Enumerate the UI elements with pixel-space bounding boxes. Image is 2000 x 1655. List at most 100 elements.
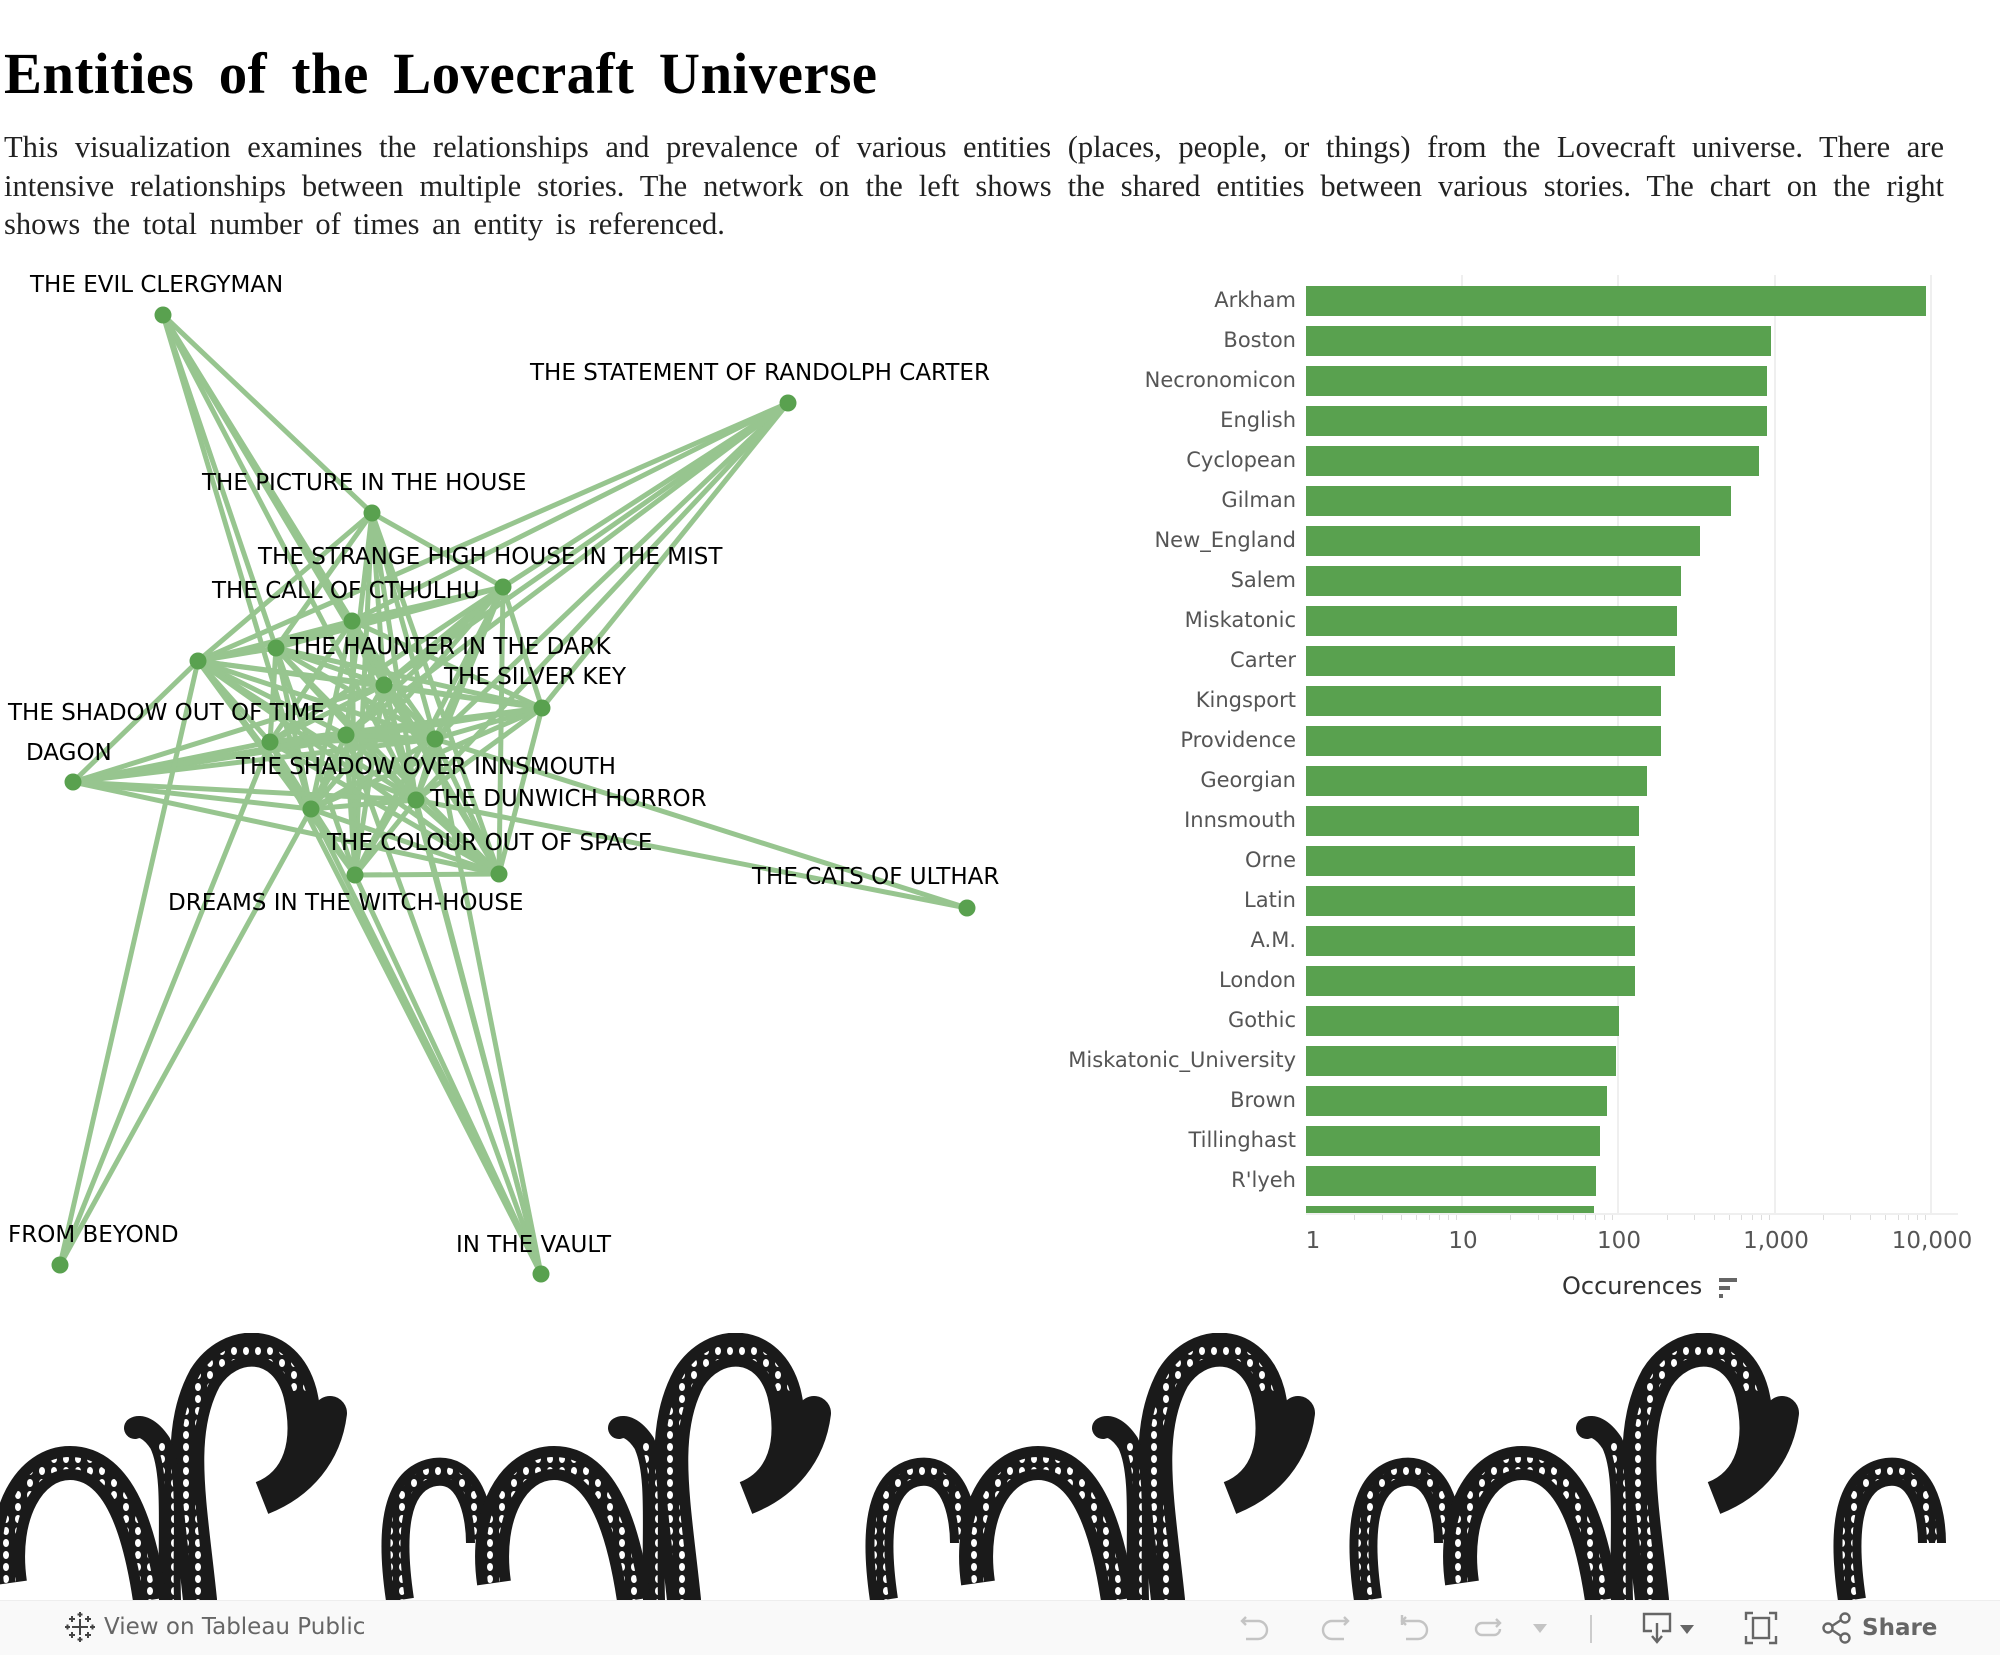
- bar-category-label[interactable]: Latin: [1244, 888, 1296, 912]
- network-edge[interactable]: [161, 313, 374, 515]
- bar-plot-area[interactable]: [1306, 275, 1982, 1213]
- network-node[interactable]: [363, 504, 381, 522]
- network-node[interactable]: [261, 733, 279, 751]
- bar[interactable]: [1306, 846, 1636, 876]
- network-edge[interactable]: [275, 645, 543, 711]
- revert-button[interactable]: [1398, 1611, 1432, 1645]
- share-button[interactable]: Share: [1820, 1611, 1937, 1645]
- network-edge[interactable]: [273, 511, 375, 650]
- bar[interactable]: [1306, 286, 1927, 316]
- bar-category-label[interactable]: Miskatonic_University: [1068, 1048, 1296, 1072]
- network-canvas[interactable]: [0, 260, 1040, 1320]
- network-node[interactable]: [343, 612, 361, 630]
- bar[interactable]: [1306, 686, 1662, 716]
- network-edge[interactable]: [383, 682, 543, 711]
- network-edge[interactable]: [267, 647, 279, 743]
- bar-category-label[interactable]: Necronomicon: [1144, 368, 1296, 392]
- network-node[interactable]: [154, 306, 172, 324]
- network-edge[interactable]: [57, 741, 273, 1266]
- bar-category-label[interactable]: A.M.: [1250, 928, 1296, 952]
- network-edge[interactable]: [381, 684, 544, 1275]
- network-edge[interactable]: [72, 682, 385, 785]
- network-edge[interactable]: [196, 511, 374, 663]
- network-node[interactable]: [64, 773, 82, 791]
- network-edge[interactable]: [269, 739, 417, 803]
- bar-category-label[interactable]: English: [1220, 408, 1296, 432]
- network-node[interactable]: [267, 639, 285, 657]
- entity-occurrence-chart[interactable]: Arkham Boston Necronomicon English Cyclopean…: [1040, 270, 2000, 1330]
- bar-category-label[interactable]: Carter: [1230, 648, 1296, 672]
- network-node[interactable]: [407, 791, 425, 809]
- network-edge[interactable]: [540, 401, 790, 710]
- sort-descending-icon[interactable]: [1717, 1276, 1739, 1300]
- network-edge[interactable]: [500, 586, 545, 709]
- x-axis-title[interactable]: Occurences: [1562, 1272, 1703, 1300]
- network-node[interactable]: [490, 865, 508, 883]
- bar[interactable]: [1306, 486, 1732, 516]
- bar-category-label[interactable]: Innsmouth: [1184, 808, 1296, 832]
- network-node[interactable]: [779, 394, 797, 412]
- network-edge[interactable]: [496, 586, 506, 875]
- bar[interactable]: [1306, 326, 1771, 356]
- bar-category-label[interactable]: Providence: [1180, 728, 1296, 752]
- bar[interactable]: [1306, 926, 1636, 956]
- network-edge[interactable]: [71, 659, 200, 784]
- network-edge[interactable]: [268, 739, 501, 877]
- network-edge[interactable]: [352, 737, 438, 877]
- bar-category-label[interactable]: Kingsport: [1195, 688, 1296, 712]
- network-edge[interactable]: [369, 512, 438, 740]
- network-edge[interactable]: [308, 620, 355, 810]
- network-node[interactable]: [346, 866, 364, 884]
- network-node[interactable]: [302, 800, 320, 818]
- story-network-graph[interactable]: THE EVIL CLERGYMAN THE STATEMENT OF RANDO…: [0, 260, 1040, 1320]
- network-edge[interactable]: [415, 797, 968, 911]
- network-node[interactable]: [51, 1256, 69, 1274]
- bar[interactable]: [1306, 1006, 1619, 1036]
- network-node[interactable]: [375, 676, 393, 694]
- bar-category-label[interactable]: R'lyeh: [1231, 1168, 1296, 1192]
- fullscreen-button[interactable]: [1744, 1611, 1778, 1645]
- bar[interactable]: [1306, 646, 1676, 676]
- network-edge[interactable]: [343, 734, 544, 1275]
- network-edge[interactable]: [352, 873, 544, 1276]
- bar-category-label[interactable]: Boston: [1223, 328, 1296, 352]
- bar[interactable]: [1306, 766, 1648, 796]
- network-edge[interactable]: [196, 658, 348, 738]
- bar-category-label[interactable]: Gilman: [1221, 488, 1296, 512]
- bar[interactable]: [1306, 406, 1767, 436]
- view-on-tableau-link[interactable]: View on Tableau Public: [64, 1611, 365, 1643]
- network-edge[interactable]: [160, 314, 314, 810]
- network-node[interactable]: [532, 1265, 550, 1283]
- network-node[interactable]: [533, 699, 551, 717]
- bar-category-label[interactable]: Gothic: [1227, 1008, 1296, 1032]
- bar-category-label[interactable]: Georgian: [1200, 768, 1296, 792]
- bar[interactable]: [1306, 1126, 1600, 1156]
- network-edge[interactable]: [434, 736, 968, 911]
- network-edge[interactable]: [414, 798, 501, 876]
- bar[interactable]: [1306, 366, 1767, 396]
- bar[interactable]: [1306, 1086, 1607, 1116]
- bar[interactable]: [1306, 1206, 1595, 1213]
- bar-category-label[interactable]: Tillinghast: [1188, 1128, 1296, 1152]
- network-node[interactable]: [426, 730, 444, 748]
- network-edge[interactable]: [432, 738, 544, 1275]
- bar-category-label[interactable]: New_England: [1154, 528, 1296, 552]
- bar[interactable]: [1306, 606, 1678, 636]
- network-edge[interactable]: [433, 401, 790, 741]
- undo-button[interactable]: [1238, 1611, 1272, 1645]
- bar[interactable]: [1306, 966, 1636, 996]
- bar[interactable]: [1306, 806, 1640, 836]
- bar[interactable]: [1306, 726, 1662, 756]
- bar-category-label[interactable]: Arkham: [1214, 288, 1296, 312]
- bar-category-label[interactable]: Brown: [1230, 1088, 1296, 1112]
- pause-dropdown-button[interactable]: [1530, 1611, 1550, 1645]
- bar-category-label[interactable]: Orne: [1244, 848, 1296, 872]
- network-node[interactable]: [958, 899, 976, 917]
- network-edge[interactable]: [344, 585, 505, 737]
- network-edge[interactable]: [496, 707, 545, 875]
- network-edge[interactable]: [350, 618, 544, 711]
- network-edge[interactable]: [268, 682, 386, 745]
- refresh-button[interactable]: [1472, 1611, 1506, 1645]
- network-edge[interactable]: [350, 400, 790, 624]
- bar-category-label[interactable]: Miskatonic: [1184, 608, 1296, 632]
